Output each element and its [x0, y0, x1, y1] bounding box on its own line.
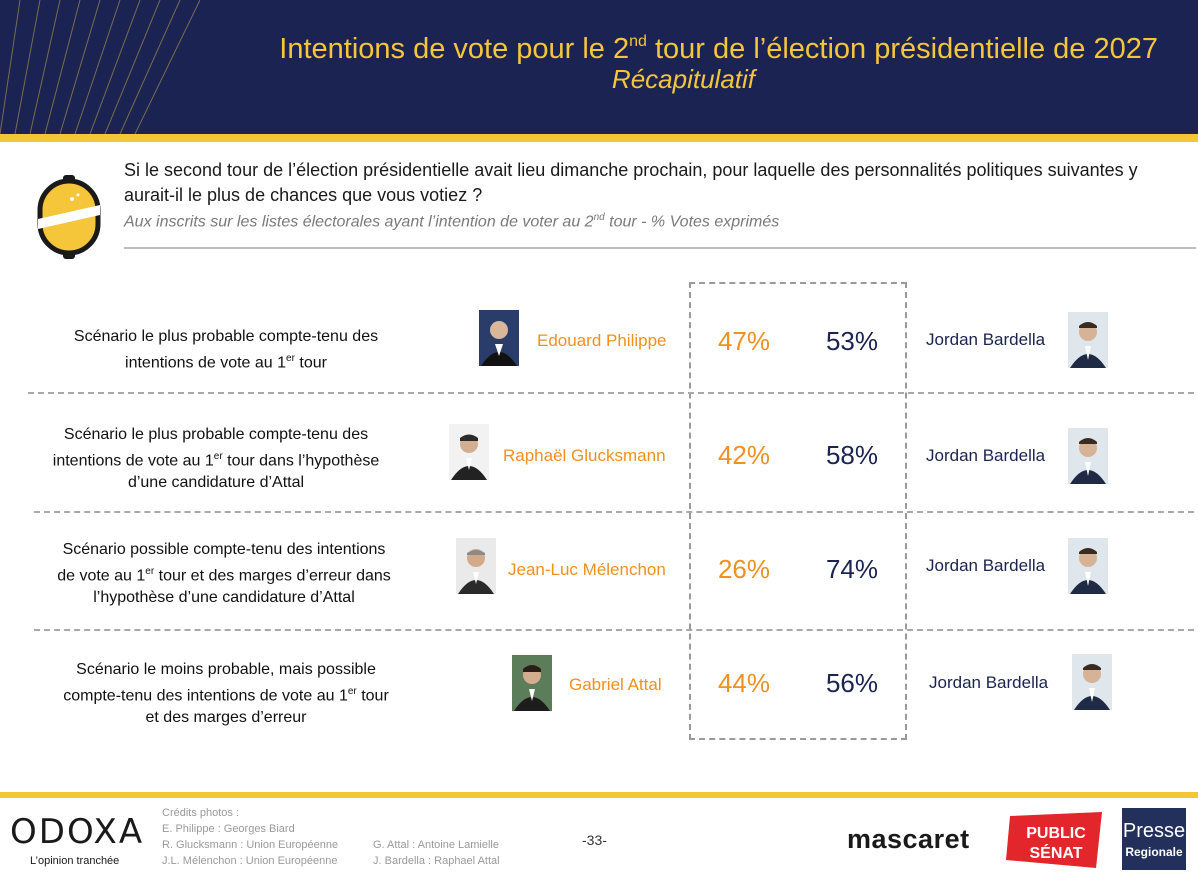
row-separator: [34, 629, 1194, 631]
photo-credits: Crédits photos : E. Philippe : Georges B…: [162, 807, 339, 867]
photo-credits: G. Attal : Antoine Lamielle J. Bardella …: [373, 839, 500, 867]
candidate-percentage: 47%: [717, 326, 771, 356]
question-underline: [124, 247, 1196, 249]
opponent-percentage: 58%: [825, 440, 879, 470]
question-basis: Aux inscrits sur les listes électorales …: [124, 212, 780, 231]
candidate-photo-attal: [512, 655, 552, 711]
presse-regionale-logo: Presse Regionale: [1122, 808, 1186, 870]
scenario-label: Scénario le plus probable compte-tenu de…: [52, 426, 380, 492]
question-text: Si le second tour de l’élection présiden…: [124, 160, 1138, 205]
candidate-photo-philippe: [479, 310, 519, 366]
header-banner: Intentions de vote pour le 2nd tour de l…: [0, 0, 1198, 134]
mascaret-logo: mascaret: [847, 824, 970, 854]
opponent-name: Jordan Bardella: [926, 446, 1046, 465]
public-senat-line2: SÉNAT: [1029, 843, 1082, 862]
odoxa-tagline: L’opinion tranchée: [30, 855, 120, 867]
candidate-percentage: 26%: [717, 554, 771, 584]
odoxa-logo: ODOXA: [10, 812, 145, 852]
candidate-photo-glucksmann: [449, 424, 489, 480]
opponent-photo-bardella: [1068, 312, 1108, 368]
candidate-name: Raphaël Glucksmann: [503, 446, 666, 465]
opponent-name: Jordan Bardella: [929, 673, 1049, 692]
opponent-percentage: 56%: [825, 668, 879, 698]
page-number: -33-: [582, 832, 607, 848]
candidate-name: Edouard Philippe: [537, 331, 667, 350]
odoxa-ballot-icon: [37, 175, 101, 259]
presse-regionale-line2: Regionale: [1125, 845, 1183, 859]
opponent-photo-bardella: [1072, 654, 1112, 710]
row-separator: [34, 511, 1194, 513]
decorative-lines-icon: [0, 0, 200, 134]
opponent-percentage: 53%: [825, 326, 879, 356]
public-senat-logo: PUBLIC SÉNAT: [1006, 812, 1102, 868]
opponent-name: Jordan Bardella: [926, 330, 1046, 349]
footer-divider: [0, 792, 1198, 798]
opponent-photo-bardella: [1068, 428, 1108, 484]
presse-regionale-line1: Presse: [1122, 820, 1186, 842]
page-subtitle: Récapitulatif: [611, 64, 755, 94]
candidate-percentage: 44%: [717, 668, 771, 698]
candidate-photo-melenchon: [456, 538, 496, 594]
scenario-label: Scénario le plus probable compte-tenu de…: [73, 328, 379, 372]
scenario-label: Scénario possible compte-tenu des intent…: [57, 541, 391, 607]
header-divider: [0, 134, 1198, 142]
scenario-label: Scénario le moins probable, mais possibl…: [63, 661, 389, 727]
opponent-percentage: 74%: [825, 554, 879, 584]
public-senat-line1: PUBLIC: [1026, 825, 1086, 842]
opponent-name: Jordan Bardella: [926, 556, 1046, 575]
candidate-name: Gabriel Attal: [569, 675, 662, 694]
row-separator: [28, 392, 1194, 394]
candidate-percentage: 42%: [717, 440, 771, 470]
candidate-name: Jean-Luc Mélenchon: [508, 560, 666, 579]
opponent-photo-bardella: [1068, 538, 1108, 594]
page-title: Intentions de vote pour le 2nd tour de l…: [279, 33, 1158, 65]
